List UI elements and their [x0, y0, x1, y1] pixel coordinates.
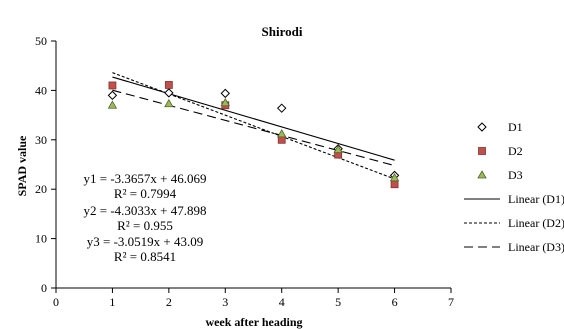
point-d1-1: [107, 90, 118, 101]
legend-marker-d1: [477, 122, 487, 132]
trendline-3: [112, 89, 395, 167]
legend-marker-d3: [477, 170, 487, 179]
trendline-1: [112, 76, 395, 161]
x-tick-label: 7: [448, 295, 454, 309]
x-axis-title: week after heading: [205, 315, 302, 329]
r-squared-label: R² = 0.7994: [114, 186, 177, 201]
y-tick-label: 50: [35, 34, 47, 48]
x-tick-label: 1: [109, 295, 115, 309]
point-d3-3: [220, 97, 230, 107]
y-tick-label: 10: [35, 232, 47, 246]
x-tick-label: 6: [392, 295, 398, 309]
y-tick-label: 0: [41, 281, 47, 295]
y-tick-label: 40: [35, 83, 47, 97]
legend-label: D2: [508, 144, 523, 158]
point-d3-6: [389, 173, 400, 182]
x-tick-label: 3: [222, 295, 228, 309]
x-tick-label: 4: [279, 295, 285, 309]
point-d1-4: [277, 103, 287, 113]
point-d2-2: [164, 81, 173, 89]
tick-labels: 0 10 20 30 40 50 0 1 2 3 4 5 6 7: [35, 34, 454, 309]
y-tick-label: 20: [35, 182, 47, 196]
legend-label: Linear (D1): [508, 192, 564, 206]
legend-label: D1: [508, 120, 523, 134]
x-tick-label: 5: [335, 295, 341, 309]
point-d1-2: [164, 88, 174, 98]
trendlines: [112, 72, 395, 180]
legend-marker-d2: [478, 147, 486, 155]
y-axis-title: SPAD value: [15, 135, 29, 196]
trendline-2: [112, 72, 395, 180]
axes: [51, 40, 452, 293]
point-d3-2: [164, 98, 174, 108]
point-d1-3: [220, 88, 230, 99]
data-points: [107, 81, 400, 189]
x-tick-label: 0: [53, 295, 59, 309]
equation-label: y2 = -4.3033x + 47.898: [84, 203, 207, 218]
point-d2-4: [277, 135, 286, 144]
y-tick-label: 30: [35, 133, 47, 147]
point-d3-4: [277, 129, 287, 138]
point-d3-1: [107, 100, 118, 109]
r-squared-label: R² = 0.8541: [114, 249, 176, 264]
legend-label: Linear (D2): [508, 216, 564, 230]
point-d3-5: [333, 144, 343, 154]
legend: D1 D2 D3 Linear (D1) Linear (D2) Linear (D3): [464, 120, 564, 254]
legend-label: D3: [508, 168, 523, 182]
point-d2-1: [108, 81, 117, 90]
x-tick-label: 2: [166, 295, 172, 309]
equation-label: y3 = -3.0519x + 43.09: [87, 234, 204, 249]
point-d2-6: [390, 180, 399, 189]
chart-title: Shirodi: [262, 24, 303, 39]
legend-label: Linear (D3): [508, 240, 564, 254]
equation-label: y1 = -3.3657x + 46.069: [84, 171, 207, 186]
r-squared-label: R² = 0.955: [117, 218, 173, 233]
